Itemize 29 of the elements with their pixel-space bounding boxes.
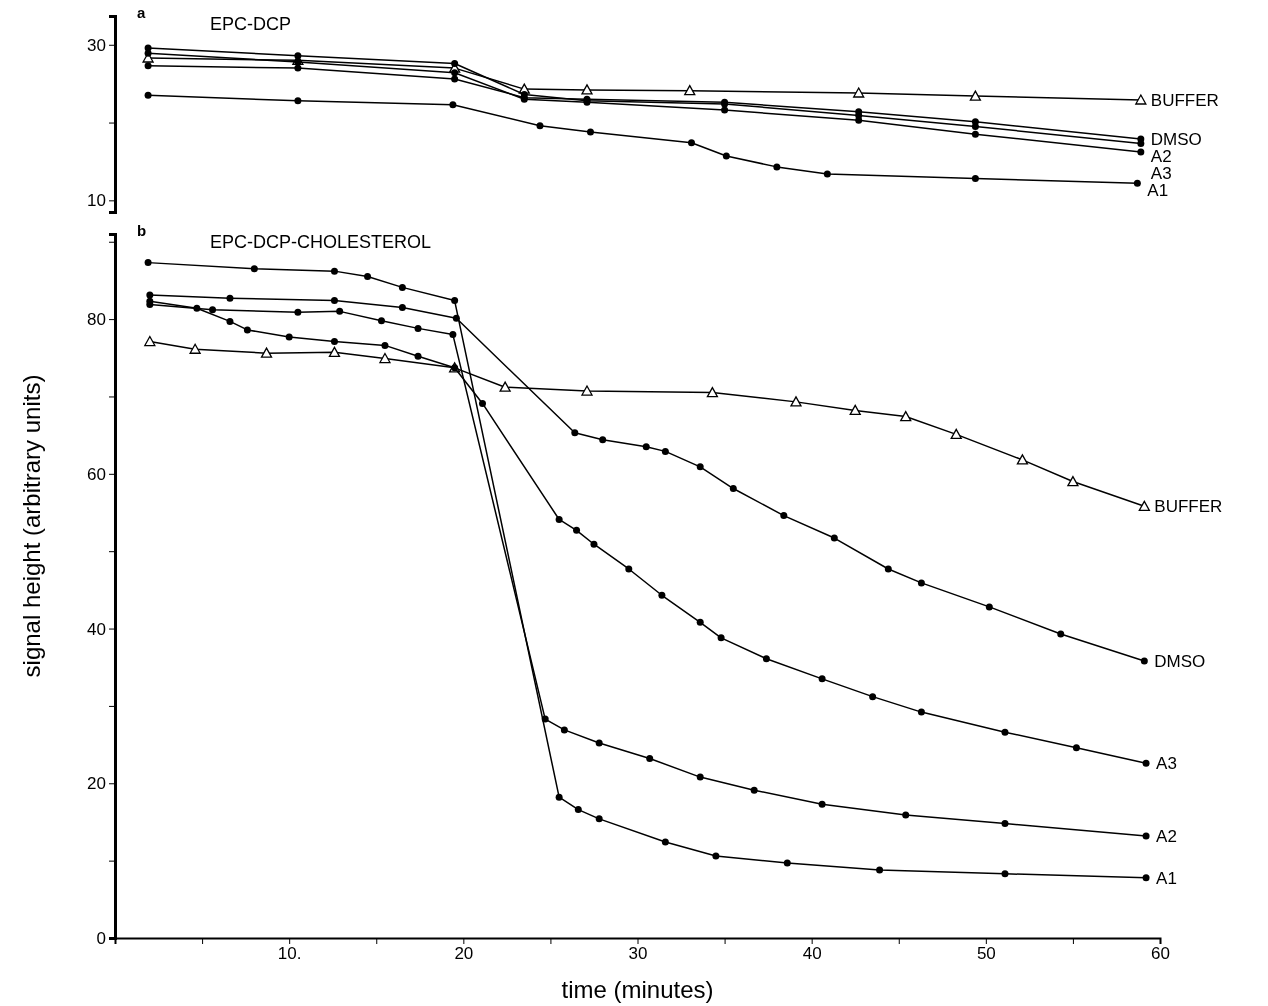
y-tick-label: 40 bbox=[87, 619, 106, 639]
series-label: A2 bbox=[1156, 826, 1177, 846]
chart-title: EPC-DCP bbox=[210, 14, 292, 34]
series-label: A3 bbox=[1156, 754, 1177, 774]
annotation: a bbox=[137, 4, 146, 21]
y-tick-label: 0 bbox=[96, 928, 106, 948]
x-tick-label: 60 bbox=[1151, 944, 1170, 964]
y-tick-label: 60 bbox=[87, 464, 106, 484]
chart-title: EPC-DCP-CHOLESTEROL bbox=[210, 232, 432, 252]
series-label: DMSO bbox=[1150, 129, 1202, 149]
x-tick-label: 20 bbox=[454, 944, 474, 964]
series-label: A3 bbox=[1150, 163, 1172, 183]
series-label: A2 bbox=[1150, 146, 1172, 166]
annotation: b bbox=[137, 222, 147, 239]
y-axis-title: signal height (arbitrary units) bbox=[18, 374, 45, 678]
y-tick-label: 30 bbox=[87, 35, 106, 55]
y-tick-label: 20 bbox=[87, 774, 106, 794]
x-tick-label: 50 bbox=[976, 944, 996, 964]
series-label: A1 bbox=[1147, 180, 1169, 200]
x-tick-label: 30 bbox=[628, 944, 648, 964]
series-label: BUFFER bbox=[1154, 497, 1223, 517]
series-label: DMSO bbox=[1154, 651, 1206, 671]
series-label: A1 bbox=[1156, 868, 1177, 888]
y-tick-label: 80 bbox=[87, 310, 106, 330]
series-label: BUFFER bbox=[1150, 90, 1219, 110]
x-axis-title: time (minutes) bbox=[561, 976, 714, 1003]
x-tick-label: 40 bbox=[802, 944, 822, 964]
x-tick-label: 10. bbox=[277, 944, 302, 964]
y-tick-label: 10 bbox=[87, 191, 106, 211]
